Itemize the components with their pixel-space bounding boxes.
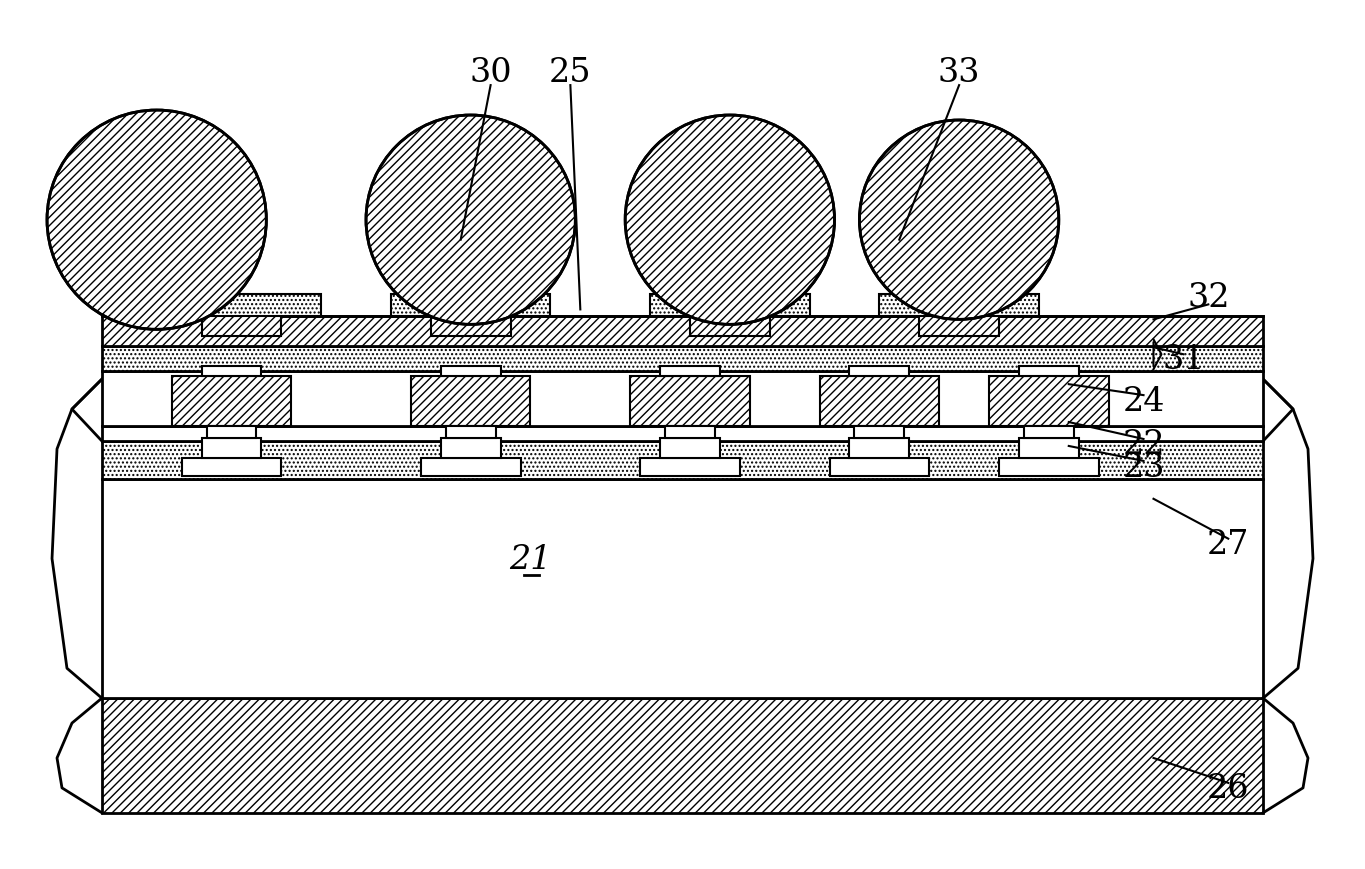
Circle shape xyxy=(860,121,1059,320)
Text: 32: 32 xyxy=(1188,282,1230,314)
Bar xyxy=(102,480,1263,699)
Text: 24: 24 xyxy=(1122,386,1164,418)
Bar xyxy=(999,458,1099,476)
Bar xyxy=(661,439,719,458)
Text: 31: 31 xyxy=(1162,344,1205,375)
Bar xyxy=(441,367,501,377)
Bar xyxy=(390,295,550,317)
Bar xyxy=(1018,367,1078,377)
Bar xyxy=(102,427,1263,441)
Bar xyxy=(650,295,809,317)
Text: 25: 25 xyxy=(549,57,591,89)
Bar xyxy=(446,427,495,439)
Bar xyxy=(830,458,930,476)
Bar xyxy=(441,439,501,458)
Bar xyxy=(202,315,281,337)
Bar xyxy=(854,427,904,439)
Text: 27: 27 xyxy=(1207,528,1249,560)
Text: 23: 23 xyxy=(1122,451,1164,483)
Bar xyxy=(102,441,1263,480)
Text: 30: 30 xyxy=(470,57,512,89)
Bar xyxy=(102,372,1263,427)
Bar xyxy=(161,295,321,317)
Bar xyxy=(202,367,261,377)
Bar xyxy=(990,377,1108,427)
Bar xyxy=(849,439,909,458)
Bar xyxy=(431,315,511,337)
Bar xyxy=(665,427,715,439)
Bar xyxy=(1024,427,1074,439)
Bar xyxy=(919,315,999,337)
Bar xyxy=(172,377,291,427)
Text: 26: 26 xyxy=(1207,772,1249,804)
Bar xyxy=(879,295,1039,317)
Bar xyxy=(102,347,1263,372)
Bar xyxy=(420,458,520,476)
Bar xyxy=(102,317,1263,347)
Bar xyxy=(849,367,909,377)
Text: 21: 21 xyxy=(509,543,551,575)
Bar xyxy=(102,699,1263,813)
Bar xyxy=(411,377,531,427)
Bar xyxy=(819,377,939,427)
Bar xyxy=(640,458,740,476)
Circle shape xyxy=(625,116,834,325)
Bar xyxy=(182,458,281,476)
Bar xyxy=(1018,439,1078,458)
Text: 33: 33 xyxy=(938,57,980,89)
Text: 22: 22 xyxy=(1122,428,1164,461)
Bar xyxy=(206,427,257,439)
Circle shape xyxy=(366,116,575,325)
Bar xyxy=(689,315,770,337)
Bar xyxy=(202,439,261,458)
Bar xyxy=(661,367,719,377)
Circle shape xyxy=(46,111,266,330)
Bar xyxy=(631,377,749,427)
